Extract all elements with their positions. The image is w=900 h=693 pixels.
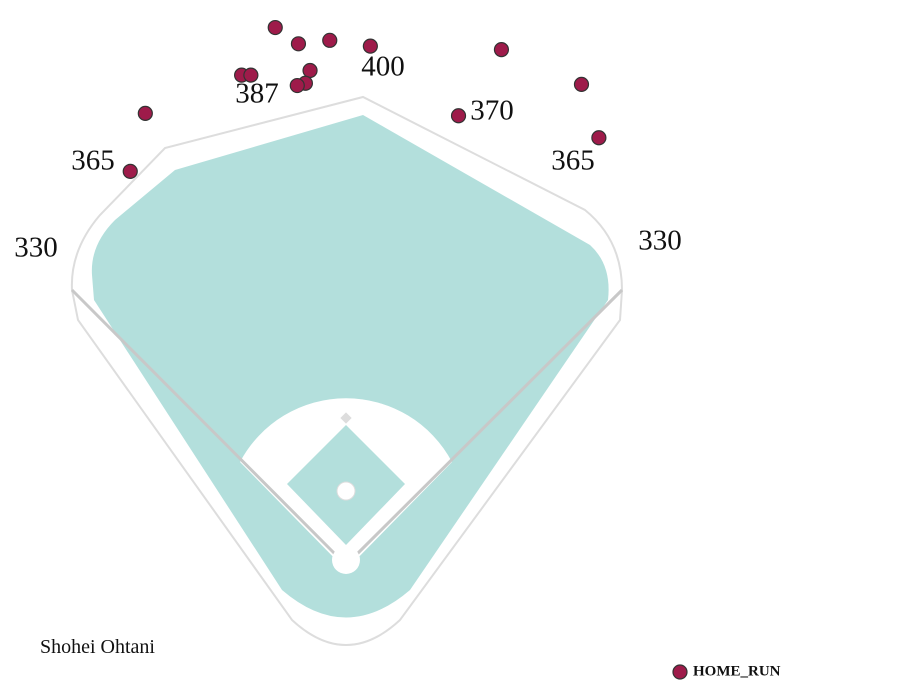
hit-point [137,105,153,122]
hit-point [450,108,467,124]
hit-point [322,32,338,48]
wall-distance: 365 [71,145,115,177]
hit-point [362,38,378,54]
second-base [340,412,352,424]
hit-point [591,130,607,146]
wall-distance: 365 [551,145,595,177]
hit-point [493,41,510,58]
wall-distance: 387 [235,78,279,110]
grass [91,115,609,618]
pitchers-mound [336,481,356,501]
field [70,95,624,646]
hit-point [243,67,259,83]
hit-point [290,36,307,52]
wall-distance: 400 [361,51,405,83]
wall-distance: 330 [638,225,682,257]
hit-point [302,62,318,79]
hit-point [573,76,590,93]
foul-line [344,288,624,567]
foul-line [70,288,348,567]
hit-point [122,163,138,179]
chart-title: Shohei Ohtani [40,636,155,658]
legend-label: HOME_RUN [693,663,781,679]
home-plate-area [332,546,360,574]
wall-distance: 330 [14,232,58,264]
legend-marker [672,664,688,680]
hit-point [289,77,305,94]
hit-point [267,19,283,36]
wall-distance: 370 [470,95,514,127]
